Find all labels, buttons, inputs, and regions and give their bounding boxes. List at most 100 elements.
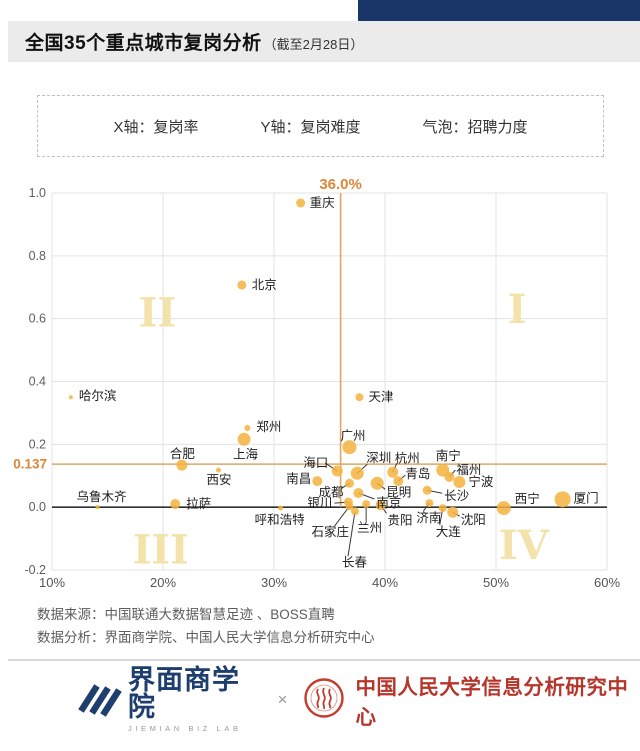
city-label: 长春 xyxy=(342,555,368,569)
city-callout-line xyxy=(347,511,356,557)
city-label: 成都 xyxy=(318,485,344,499)
city-bubble xyxy=(447,506,459,518)
city-label: 合肥 xyxy=(170,446,196,461)
page-title: 全国35个重点城市复岗分析 xyxy=(25,33,262,54)
city-bubble xyxy=(438,504,447,513)
city-bubble xyxy=(278,505,284,511)
ruc-name: 中国人民大学信息分析研究中心 xyxy=(355,676,629,729)
legend-item-y: Y轴：复岗难度 xyxy=(260,118,361,136)
city-bubble xyxy=(176,459,188,471)
city-bubble xyxy=(496,501,511,516)
x-tick-label: 60% xyxy=(594,575,620,590)
city-label: 拉萨 xyxy=(186,496,211,511)
city-label: 天津 xyxy=(368,390,393,404)
city-bubble xyxy=(387,466,399,478)
footer-divider xyxy=(8,659,640,661)
city-label: 西安 xyxy=(207,472,232,487)
ref-x-label: 36.0% xyxy=(319,176,362,193)
city-bubble xyxy=(296,198,306,208)
city-bubble xyxy=(331,465,343,477)
top-navy-bar xyxy=(358,0,640,21)
x-tick-label: 40% xyxy=(372,575,398,590)
x-tick-label: 20% xyxy=(150,575,176,590)
city-bubble xyxy=(350,466,364,480)
y-tick-label: 0.6 xyxy=(29,312,46,326)
source-block: 数据来源：中国联通大数据智慧足迹 、BOSS直聘 数据分析：界面商学院、中国人民… xyxy=(37,603,375,649)
source-line: 数据来源：中国联通大数据智慧足迹 、BOSS直聘 xyxy=(37,607,335,622)
city-bubble xyxy=(216,467,221,473)
legend-box: X轴：复岗率 Y轴：复岗难度 气泡：招聘力度 xyxy=(37,95,604,157)
city-label: 西宁 xyxy=(515,491,540,506)
city-label: 南宁 xyxy=(436,448,461,463)
jiemian-slashes-icon xyxy=(76,678,122,723)
quadrant-label: I xyxy=(508,286,527,333)
city-bubble xyxy=(355,393,364,402)
footer-logos: 界面商学院 JIEMIAN BIZ LAB × 中国人民大学信息分析研究中心 xyxy=(76,667,640,733)
title-band: 全国35个重点城市复岗分析 （截至2月28日） xyxy=(8,21,640,62)
city-bubble xyxy=(353,488,364,499)
city-label: 乌鲁木齐 xyxy=(77,489,128,504)
city-bubble xyxy=(95,505,100,510)
city-bubble xyxy=(393,476,404,487)
quadrant-label: IV xyxy=(499,522,550,569)
city-label: 银川 xyxy=(307,496,332,510)
city-bubble xyxy=(237,432,251,446)
city-label: 青岛 xyxy=(405,466,430,481)
city-label: 厦门 xyxy=(574,490,599,505)
x-tick-label: 50% xyxy=(483,575,509,590)
city-bubble xyxy=(344,478,354,488)
city-label: 北京 xyxy=(252,278,277,292)
ref-y-label: 0.137 xyxy=(13,457,47,472)
x-tick-label: 10% xyxy=(39,575,65,590)
city-label: 杭州 xyxy=(395,450,420,465)
city-bubble xyxy=(453,476,466,489)
city-label: 南昌 xyxy=(286,471,311,486)
city-label: 福州 xyxy=(456,462,481,477)
city-bubble xyxy=(375,500,386,511)
city-label: 深圳 xyxy=(366,451,391,465)
legend-item-bubble: 气泡：招聘力度 xyxy=(422,118,528,136)
city-bubble xyxy=(68,395,73,400)
jiemian-name: 界面商学院 xyxy=(128,665,240,722)
city-bubble xyxy=(244,424,251,431)
y-tick-label: -0.2 xyxy=(24,563,46,577)
ruc-seal-icon xyxy=(303,677,345,724)
city-label: 沈阳 xyxy=(461,512,486,527)
city-bubble xyxy=(444,472,455,483)
y-tick-label: 1.0 xyxy=(29,186,46,200)
city-bubble xyxy=(237,280,247,290)
source-line: 数据分析：界面商学院、中国人民大学信息分析研究中心 xyxy=(37,630,375,645)
title-subtitle: （截至2月28日） xyxy=(263,36,364,52)
city-bubble xyxy=(342,440,357,455)
city-label: 海口 xyxy=(303,455,328,470)
city-bubble xyxy=(170,499,181,510)
city-label: 上海 xyxy=(233,446,259,461)
city-bubble xyxy=(370,476,384,490)
city-bubble xyxy=(554,491,571,508)
y-tick-label: 0.2 xyxy=(29,437,46,451)
y-tick-label: 0.8 xyxy=(29,249,46,263)
city-label: 昆明 xyxy=(386,485,411,499)
city-label: 长沙 xyxy=(444,489,470,503)
city-bubble xyxy=(312,476,323,487)
city-label: 贵阳 xyxy=(388,513,413,527)
city-bubble xyxy=(436,463,450,477)
city-label: 哈尔滨 xyxy=(79,388,117,403)
city-label: 石家庄 xyxy=(311,524,349,539)
city-label: 大连 xyxy=(436,524,462,539)
jiemian-subtitle: JIEMIAN BIZ LAB xyxy=(128,724,242,733)
city-bubble xyxy=(345,502,354,511)
city-bubble xyxy=(362,500,371,509)
bubble-chart: 10% 20% 30% 40% 50% 60% 1.0 0.8 0.6 0.4 0.2 0.0 -0.2… xyxy=(13,176,620,590)
jiemian-logo-text: 界面商学院 JIEMIAN BIZ LAB xyxy=(128,665,264,734)
city-callout-line xyxy=(334,505,350,527)
city-label: 济南 xyxy=(416,510,441,525)
city-label: 宁波 xyxy=(468,474,494,489)
x-tick-label: 30% xyxy=(261,575,287,590)
quadrant-label: II xyxy=(139,289,176,336)
y-tick-label: 0.0 xyxy=(29,500,46,514)
city-label: 呼和浩特 xyxy=(255,512,305,527)
city-label: 兰州 xyxy=(357,521,382,535)
quadrant-label: III xyxy=(133,527,189,574)
